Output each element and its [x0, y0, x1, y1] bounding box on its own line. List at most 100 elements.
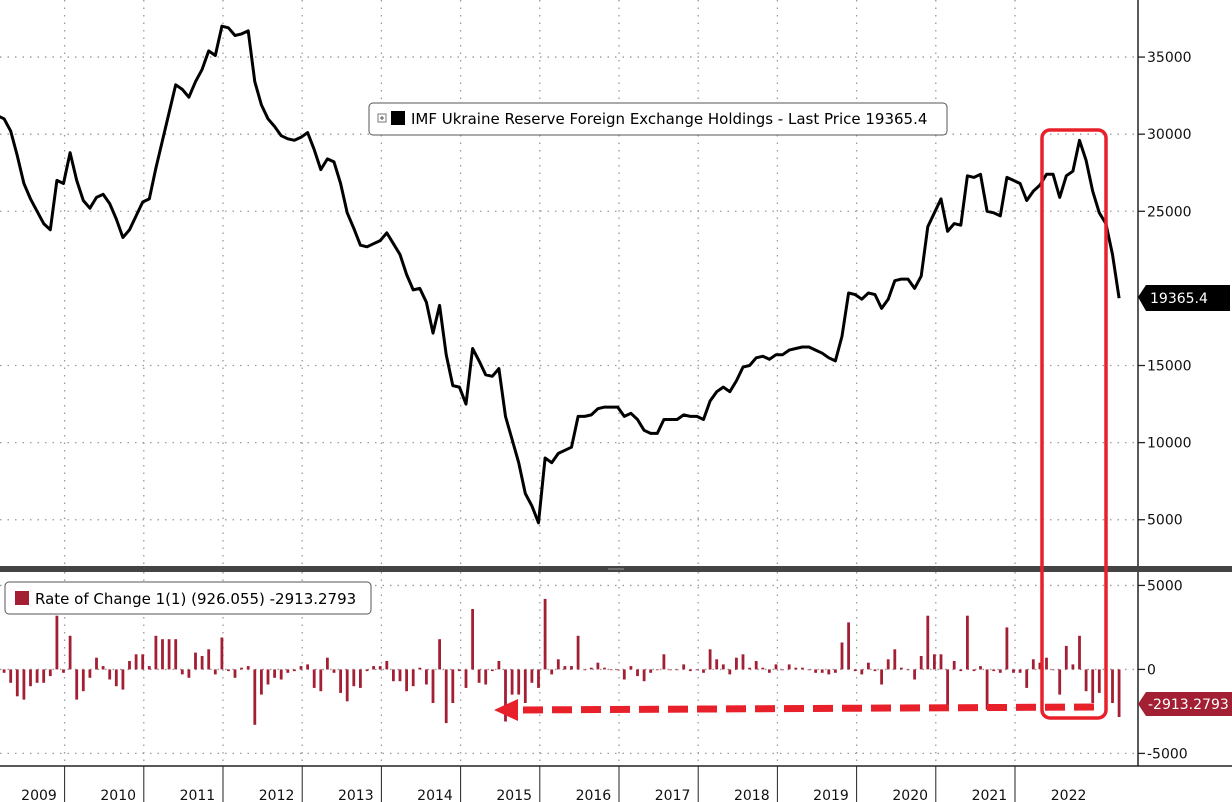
rate-of-change-bar — [563, 666, 567, 670]
rate-of-change-bar — [68, 635, 72, 670]
rate-of-change-bar — [147, 666, 151, 670]
rate-of-change-bar — [629, 666, 633, 670]
rate-of-change-bar — [411, 669, 415, 687]
rate-of-change-bar — [1025, 669, 1029, 688]
rate-of-change-bar — [194, 652, 197, 670]
rate-of-change-bar — [781, 669, 784, 671]
rate-of-change-bar — [873, 669, 877, 672]
x-tick-label: 2022 — [1051, 788, 1087, 802]
x-tick-label: 2016 — [576, 788, 612, 802]
rate-of-change-bar — [273, 669, 276, 678]
rate-of-change-bar — [972, 669, 976, 672]
rate-of-change-bar — [22, 669, 26, 700]
rate-of-change-bar — [807, 669, 811, 671]
rate-of-change-bar — [1064, 645, 1068, 670]
rate-of-change-bar — [220, 637, 224, 670]
rate-of-change-bar — [1071, 664, 1075, 670]
rate-of-change-bar — [596, 662, 600, 670]
rate-of-change-bar — [1078, 635, 1081, 670]
rate-of-change-bar — [1117, 669, 1121, 717]
rate-of-change-bar — [477, 669, 481, 683]
rate-of-change-bar — [385, 661, 389, 670]
rate-of-change-bar — [365, 669, 369, 672]
rate-of-change-bar — [2, 669, 6, 673]
rate-of-change-bar — [332, 669, 336, 673]
rate-of-change-bar — [959, 669, 963, 672]
y-tick-label: 5000 — [1147, 578, 1183, 594]
rate-of-change-bar — [29, 669, 32, 687]
rate-of-change-bar — [926, 615, 930, 670]
rate-of-change-bar — [721, 664, 725, 670]
rate-of-change-bar — [853, 669, 857, 672]
rate-of-change-bar — [1091, 669, 1095, 703]
y-tick-label: 15000 — [1147, 359, 1192, 375]
x-tick-label: 2014 — [417, 788, 453, 802]
rate-of-change-bar — [794, 667, 798, 670]
rate-of-change-bar — [550, 669, 554, 675]
rate-of-change-bar — [345, 669, 349, 702]
rate-of-change-bar — [471, 609, 474, 670]
rate-of-change-bar — [326, 657, 329, 670]
rate-of-change-bar — [1038, 662, 1042, 670]
y-tick-label: -5000 — [1147, 746, 1188, 762]
upper-y-axis: 5000 10000 15000 25000 30000 35000 — [1138, 50, 1192, 529]
rate-of-change-bar — [233, 669, 237, 678]
rate-of-change-bar — [1031, 659, 1035, 670]
rate-of-change-bar — [405, 669, 408, 692]
rate-of-change-bar — [504, 669, 507, 722]
rate-of-change-bar — [1051, 669, 1055, 671]
x-tick-label: 2015 — [496, 788, 532, 802]
dashed-arrow-shaft — [514, 703, 1095, 714]
rate-of-change-bar — [431, 669, 435, 703]
rate-of-change-bar — [81, 669, 85, 692]
rate-of-change-bar — [708, 649, 712, 670]
rate-of-change-bar — [378, 666, 382, 670]
rate-of-change-bar — [636, 669, 639, 677]
rate-of-change-bar — [933, 654, 936, 670]
rate-of-change-bar — [246, 666, 250, 670]
rate-of-change-bar — [200, 656, 204, 670]
x-axis: 2009 2010 2011 2012 2013 2014 2015 2016 2017 2018… — [21, 766, 1087, 802]
rate-of-change-bar — [682, 664, 686, 670]
rate-of-change-bar — [464, 669, 468, 688]
rate-of-change-bar — [510, 669, 514, 695]
rate-of-change-bar — [814, 669, 817, 673]
bar-legend-text: Rate of Change 1(1) (926.055) -2913.2793 — [35, 590, 356, 608]
rate-of-change-bar — [392, 669, 395, 682]
rate-of-change-bar — [425, 669, 428, 685]
rate-of-change-bar — [998, 669, 1002, 673]
rate-of-change-bar — [576, 635, 580, 670]
rate-of-change-bar — [517, 669, 521, 695]
rate-of-change-bar — [523, 669, 527, 703]
rate-of-change-bar — [15, 669, 19, 697]
rate-of-change-bar — [847, 622, 850, 670]
rate-of-change-bar — [530, 669, 534, 683]
rate-of-change-bar — [253, 669, 257, 725]
bar-legend: Rate of Change 1(1) (926.055) -2913.2793 — [4, 581, 372, 615]
rate-of-change-bar — [589, 667, 593, 670]
rate-of-change-bar — [293, 669, 296, 672]
line-legend-text: IMF Ukraine Reserve Foreign Exchange Hol… — [411, 110, 927, 128]
rate-of-change-bar — [702, 669, 705, 673]
bar-last-value-tag: -2913.2793 — [1138, 692, 1232, 716]
line-last-value: 19365.4 — [1150, 291, 1208, 307]
rate-of-change-bar — [735, 657, 738, 670]
rate-of-change-bar — [1058, 669, 1062, 695]
rate-of-change-bar — [286, 669, 290, 673]
x-tick-label: 2018 — [734, 788, 770, 802]
rate-of-change-bar — [167, 639, 171, 670]
x-tick-label: 2020 — [892, 788, 928, 802]
rate-of-change-bar — [339, 669, 342, 693]
rate-of-change-bar — [728, 669, 732, 675]
rate-of-change-bar — [556, 659, 560, 670]
rate-of-change-bar — [359, 669, 362, 688]
x-tick-label: 2012 — [259, 788, 295, 802]
rate-of-change-bar — [583, 669, 587, 671]
rate-of-change-bar — [451, 669, 455, 703]
rate-of-change-bar — [497, 661, 501, 670]
rate-of-change-bar — [900, 667, 903, 670]
rate-of-change-bar — [952, 661, 956, 670]
rate-of-change-bar — [1018, 669, 1022, 673]
rate-of-change-bar — [840, 642, 844, 670]
x-tick-label: 2017 — [655, 788, 691, 802]
